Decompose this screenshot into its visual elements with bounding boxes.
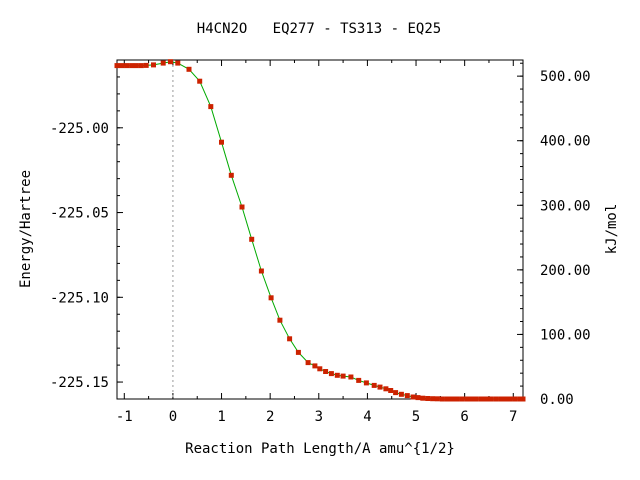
y-tick-label: -225.00	[50, 121, 109, 137]
data-point	[323, 369, 329, 374]
data-point	[197, 78, 203, 84]
plot-frame	[116, 59, 524, 400]
axis-tick-labels: -1 0 1 2 3 4 5 6 7 -225.00 -225.05 -225.10 -225.15 0.…	[50, 69, 591, 425]
data-point	[388, 388, 394, 393]
data-point	[520, 396, 526, 402]
data-point	[363, 380, 369, 386]
data-point	[503, 396, 508, 402]
data-point	[328, 371, 334, 377]
x-tick-label: 3	[315, 409, 323, 425]
x-tick-label: 2	[266, 409, 274, 425]
x-tick-label: 7	[509, 409, 517, 425]
data-point	[507, 396, 513, 402]
data-point	[219, 139, 224, 145]
data-point	[133, 63, 139, 69]
x-tick-label: 1	[217, 409, 225, 425]
data-point	[444, 396, 450, 402]
data-point	[143, 62, 149, 68]
data-point	[138, 63, 144, 69]
data-point	[493, 396, 499, 402]
data-point	[151, 62, 156, 68]
data-point	[305, 360, 311, 366]
data-point	[340, 373, 346, 379]
data-point	[334, 372, 340, 378]
data-point	[175, 60, 181, 66]
data-point	[469, 396, 474, 402]
data-point	[478, 396, 484, 402]
data-point	[383, 386, 389, 392]
data-point	[356, 377, 362, 383]
data-point	[488, 396, 494, 402]
data-point	[430, 396, 436, 402]
x-tick-label: -1	[116, 409, 133, 425]
data-point	[160, 60, 166, 66]
data-point	[454, 396, 460, 402]
data-point	[312, 363, 318, 369]
x-tick-label: 4	[363, 409, 371, 425]
data-point	[249, 236, 255, 242]
data-point	[371, 382, 377, 388]
data-point	[404, 393, 410, 399]
data-point	[277, 317, 283, 323]
data-point	[483, 396, 489, 402]
x-tick-label: 0	[169, 409, 177, 425]
data-point	[239, 204, 245, 210]
chart-title: H4CN2O EQ277 - TS313 - EQ25	[197, 21, 441, 37]
data-point	[287, 336, 293, 342]
data-point	[439, 396, 445, 402]
y2-tick-label: 400.00	[540, 134, 591, 150]
data-point	[420, 395, 426, 401]
data-point	[129, 63, 135, 69]
data-point	[459, 396, 465, 402]
data-point	[168, 59, 173, 65]
data-point	[517, 396, 523, 402]
data-point	[449, 396, 455, 402]
x-tick-label: 6	[460, 409, 468, 425]
x-tick-label: 5	[412, 409, 420, 425]
y-tick-label: -225.10	[50, 290, 109, 306]
data-point	[268, 295, 274, 301]
y-tick-label: -225.05	[50, 206, 109, 222]
y2-tick-label: 500.00	[540, 69, 591, 85]
data-point	[464, 396, 470, 402]
data-point	[119, 63, 125, 69]
data-point	[498, 396, 504, 402]
y2-tick-label: 100.00	[540, 327, 591, 343]
data-point	[473, 396, 479, 402]
axis-ticks	[117, 59, 523, 400]
series-line	[117, 61, 523, 400]
data-point	[415, 395, 421, 401]
data-point	[186, 66, 192, 72]
data-point	[295, 349, 301, 355]
data-point	[228, 172, 234, 178]
y-tick-label: -225.15	[50, 375, 109, 391]
x-axis-label: Reaction Path Length/A amu^{1/2}	[185, 441, 455, 457]
data-point	[512, 396, 518, 402]
y2-tick-label: 200.00	[540, 263, 591, 279]
y-axis-label: Energy/Hartree	[18, 170, 34, 288]
data-point	[124, 63, 130, 69]
data-point	[114, 63, 120, 69]
data-point	[258, 268, 264, 274]
data-point	[425, 396, 431, 401]
series-points	[114, 59, 526, 402]
y2-tick-label: 0.00	[540, 392, 574, 408]
data-point	[398, 391, 404, 397]
data-point	[377, 384, 383, 390]
data-point	[208, 104, 214, 110]
data-point	[348, 374, 354, 380]
y2-tick-label: 300.00	[540, 198, 591, 214]
y2-axis-label: kJ/mol	[604, 204, 620, 255]
data-point	[410, 394, 416, 400]
data-point	[317, 366, 323, 372]
data-point	[393, 390, 399, 396]
data-point	[434, 396, 440, 402]
